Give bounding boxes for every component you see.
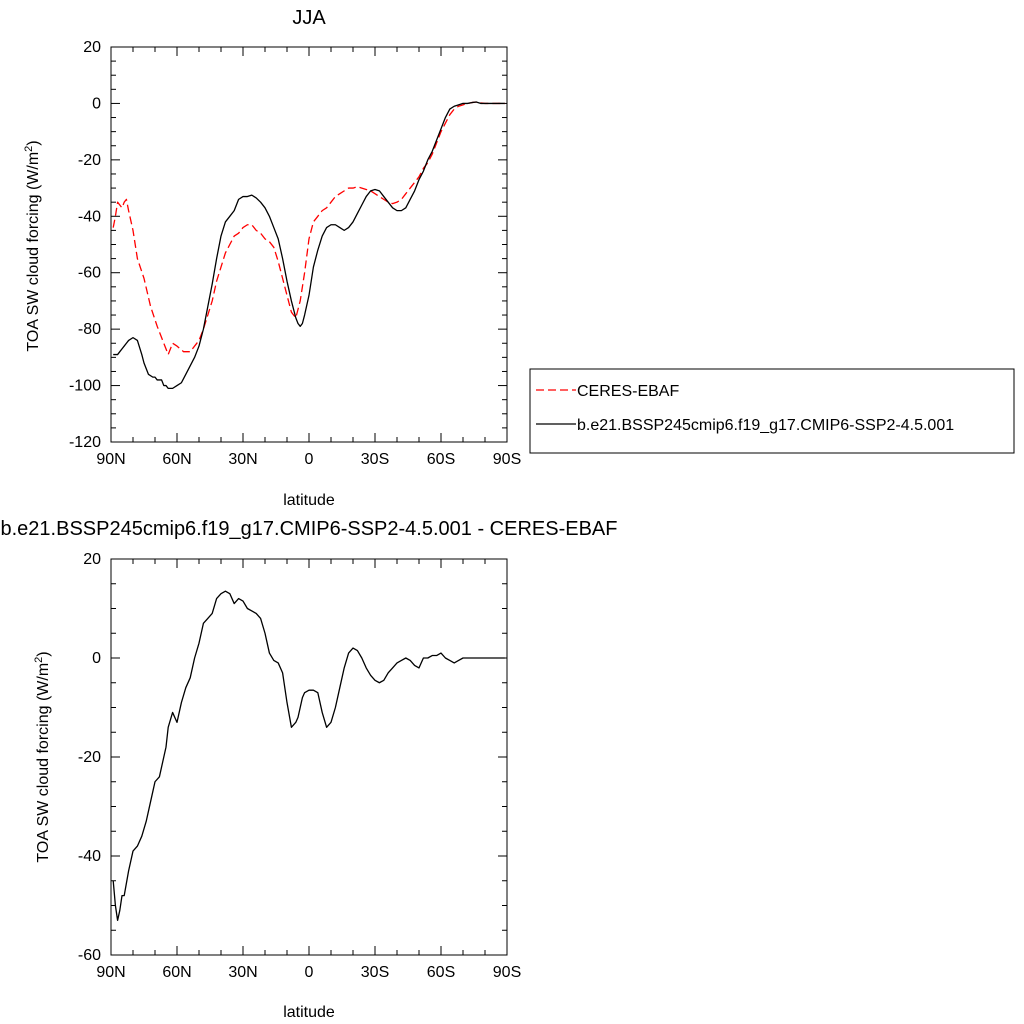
top-panel-plot: 90N 60N 30N 0 30S 60S 90S 20 0 -20 -40 -60 -80 -100 -1… [69, 39, 521, 468]
bottom-series-line-0 [112, 590, 505, 921]
bottom-x-tick-label: 60S [427, 964, 455, 981]
top-x-tick-label: 60S [427, 451, 455, 468]
top-y-tick-label: -20 [78, 152, 101, 169]
bottom-x-tick-label: 30N [228, 964, 257, 981]
top-panel-legend: CERES-EBAF b.e21.BSSP245cmip6.f19_g17.CM… [529, 368, 1015, 454]
top-panel-ylabel-main: TOA SW cloud forcing (W/m [25, 152, 42, 352]
top-x-tick-label: 90S [493, 451, 521, 468]
bottom-panel-title: b.e21.BSSP245cmip6.f19_g17.CMIP6-SSP2-4.… [1, 518, 618, 540]
bottom-panel-plot: 90N 60N 30N 0 30S 60S 90S 20 0 -20 -40 -60 [78, 551, 521, 981]
bottom-y-tick-label: -20 [78, 749, 101, 766]
top-series-line-1 [113, 101, 505, 390]
top-panel-ylabel-sup: 2 [23, 146, 35, 152]
bottom-x-tick-label: 0 [305, 964, 314, 981]
top-series-line-0 [112, 101, 505, 356]
legend-box [529, 368, 1015, 454]
top-x-tick-label: 60N [162, 451, 191, 468]
bottom-x-tick-label: 30S [361, 964, 389, 981]
top-x-tick-label: 90N [96, 451, 125, 468]
bottom-frame [110, 558, 508, 956]
bottom-panel-ylabel-sup: 2 [33, 657, 45, 663]
bottom-panel-xlabel: latitude [283, 1004, 335, 1021]
bottom-panel-ylabel-tail: ) [35, 651, 52, 656]
top-y-tick-label: -120 [69, 434, 101, 451]
bottom-panel-ylabel-main: TOA SW cloud forcing (W/m [35, 663, 52, 863]
bottom-y-tick-label: 20 [83, 551, 101, 568]
top-y-tick-label: -80 [78, 321, 101, 338]
top-y-tick-label: -100 [69, 378, 101, 395]
top-panel: JJA 90N 60N 30N 0 30S 60S 90S 20 0 -20 -40 -60 -80 -1… [23, 7, 1015, 509]
top-x-tick-label: 0 [305, 451, 314, 468]
top-y-tick-label: -40 [78, 208, 101, 225]
top-panel-xlabel: latitude [283, 492, 335, 509]
bottom-y-tick-label: 0 [92, 650, 101, 667]
legend-label-ceres-ebaf: CERES-EBAF [577, 383, 679, 400]
top-frame [110, 46, 508, 443]
bottom-x-tick-label: 90S [493, 964, 521, 981]
top-y-tick-label: -60 [78, 265, 101, 282]
top-panel-ylabel: TOA SW cloud forcing (W/m2) [23, 140, 42, 351]
bottom-x-tick-label: 90N [96, 964, 125, 981]
bottom-panel-ylabel: TOA SW cloud forcing (W/m2) [33, 651, 52, 862]
bottom-panel: b.e21.BSSP245cmip6.f19_g17.CMIP6-SSP2-4.… [1, 518, 618, 1021]
bottom-x-tick-label: 60N [162, 964, 191, 981]
top-panel-ylabel-tail: ) [25, 140, 42, 145]
legend-label-model: b.e21.BSSP245cmip6.f19_g17.CMIP6-SSP2-4.… [577, 417, 954, 434]
top-y-tick-label: 0 [92, 95, 101, 112]
top-panel-title: JJA [292, 7, 326, 29]
top-y-tick-label: 20 [83, 39, 101, 56]
top-x-tick-label: 30N [228, 451, 257, 468]
bottom-y-tick-label: -60 [78, 947, 101, 964]
bottom-y-tick-label: -40 [78, 848, 101, 865]
top-x-tick-label: 30S [361, 451, 389, 468]
